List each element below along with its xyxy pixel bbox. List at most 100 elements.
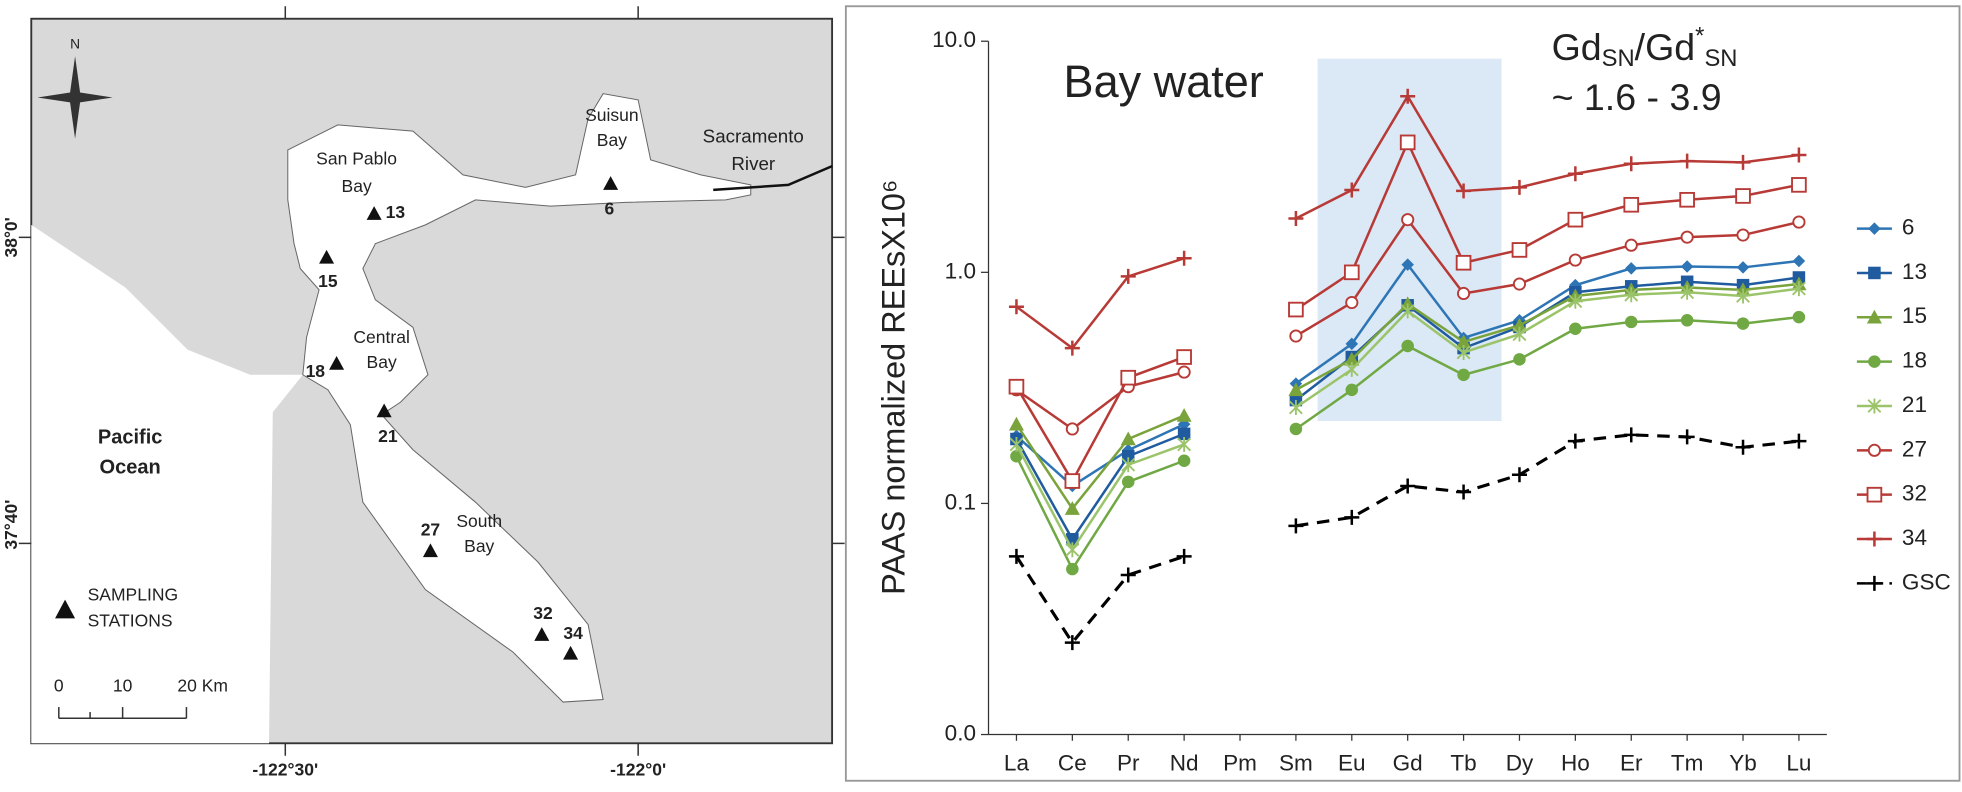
marker [1176,408,1192,422]
legend-marker [1866,486,1883,503]
station-label: 34 [563,623,583,643]
marker [1343,264,1360,281]
station [376,403,392,418]
ratio-part: Gd [1552,26,1602,68]
marker [1624,287,1639,303]
series-line [1015,315,1800,572]
x-tick-label: Dy [1506,750,1534,775]
x-tick-label: Lu [1786,750,1811,775]
marker [1791,433,1807,449]
highlight-region [1317,58,1502,421]
map: N San Pablo Bay Suisun Bay Sacramento Ri… [1,6,845,779]
y-tick-label: 0.0 [945,720,976,745]
scale-label: 10 [113,676,133,696]
station-label: 21 [378,426,398,446]
marker [1735,188,1751,204]
legend-item: 13 [1856,259,1927,284]
series [1010,310,1806,576]
series-line [1015,139,1800,484]
legend-label: STATIONS [88,611,173,631]
place-label: Ocean [100,457,161,479]
marker [1568,253,1582,267]
marker [1288,301,1304,318]
marker [1568,293,1583,309]
map-x-label: -122°0' [610,759,666,779]
marker [1679,429,1695,445]
marker [1624,238,1638,252]
marker [1680,284,1695,300]
x-tick-label: Eu [1338,750,1366,775]
marker [1624,315,1638,329]
map-y-label: 38°0' [1,217,21,257]
y-tick-label: 0.1 [945,489,976,514]
marker [1120,567,1136,583]
marker [1066,562,1079,576]
series-line [1015,287,1800,553]
marker [1567,211,1584,228]
legend-item: 18 [1856,348,1927,373]
legend-item: 21 [1856,392,1927,417]
x-tick-label: Ce [1058,750,1087,775]
series [1008,427,1807,651]
marker [1624,262,1638,275]
place-label: Suisun [585,105,639,125]
annotation: Bay water [1064,56,1264,107]
marker [1177,454,1191,467]
marker [1792,254,1806,268]
station [603,176,619,190]
legend-item: 34 [1856,525,1927,550]
ratio-annotation: GdSN/Gd*SN [1552,23,1738,72]
x-tick-label: La [1004,750,1030,775]
marker [1736,261,1750,274]
marker [1400,303,1415,319]
legend-label: GSC [1902,569,1951,594]
x-tick-label: Ho [1561,750,1590,775]
station [366,206,382,220]
legend-label: 21 [1902,392,1927,417]
marker [1288,382,1304,397]
marker [1735,439,1751,455]
marker [1455,254,1472,271]
marker [1064,501,1080,515]
legend-label: 6 [1902,215,1915,240]
marker [1567,433,1583,449]
legend-item: GSC [1856,569,1951,594]
place-label: River [731,153,775,174]
marker [1121,475,1135,489]
y-tick-label: 1.0 [945,258,976,283]
legend-marker [1868,266,1881,280]
marker [1511,317,1527,332]
legend-marker [1866,309,1882,324]
x-tick-label: Tm [1671,750,1704,775]
marker [1010,450,1023,463]
marker [1569,278,1582,292]
marker [1065,542,1080,558]
marker [1623,427,1639,443]
station [563,645,579,660]
scale-label: 0 [54,676,64,696]
marker [1623,196,1640,213]
station [319,249,335,264]
place-label: South [456,511,502,531]
station-label: 32 [533,603,553,623]
legend-marker [1866,575,1882,591]
marker [1401,258,1414,271]
legend-marker [1866,531,1882,547]
station [329,356,345,370]
marker [1791,177,1807,193]
compass: N [37,37,113,139]
series [1009,281,1806,558]
marker [1680,260,1694,273]
station-label: 18 [306,361,326,381]
marker [1345,383,1359,397]
marker [1456,344,1471,360]
marker [1401,339,1414,353]
legend-label: 13 [1902,259,1927,284]
marker [1456,334,1472,349]
marker [1792,281,1806,297]
x-tick-label: Pm [1223,750,1257,775]
place-label: Sacramento [703,125,804,146]
x-tick-label: Er [1620,750,1643,775]
marker [1177,365,1191,379]
